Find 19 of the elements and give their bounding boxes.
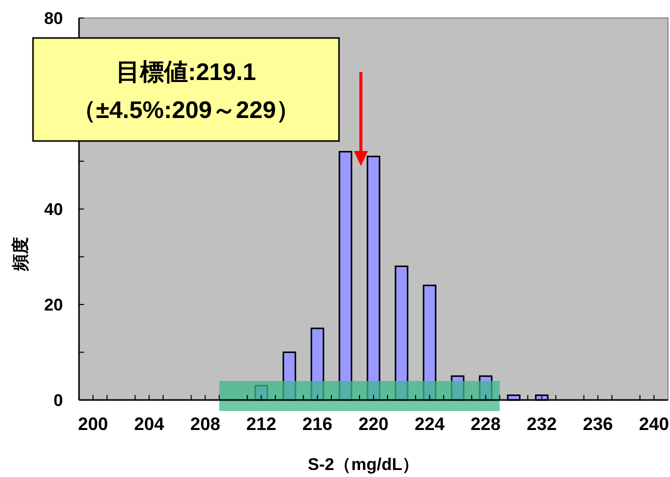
x-tick-label: 224 [414,414,445,434]
x-tick-label: 212 [246,414,276,434]
annotation: 目標値:219.1 （±4.5%:209～229） [72,59,300,124]
x-tick-label: 216 [302,414,332,434]
y-tick-label: 80 [44,9,63,28]
x-tick-label: 208 [190,414,220,434]
x-tick-label: 220 [358,414,389,434]
x-tick-label: 240 [638,414,669,434]
y-tick-label: 0 [54,391,63,410]
x-tick-label: 232 [526,414,557,434]
x-tick-label: 228 [470,414,501,434]
x-tick-label: 200 [78,414,108,434]
x-axis-title: S-2（mg/dL） [308,455,420,474]
annotation: 目標値:219.1 （±4.5%:209～229） [32,37,340,142]
x-tick-label: 236 [582,414,613,434]
y-tick-label: 40 [44,200,63,219]
x-tick-label: 204 [134,414,164,434]
y-tick-label: 20 [44,296,63,314]
y-axis-title: 頻度 [11,237,30,272]
